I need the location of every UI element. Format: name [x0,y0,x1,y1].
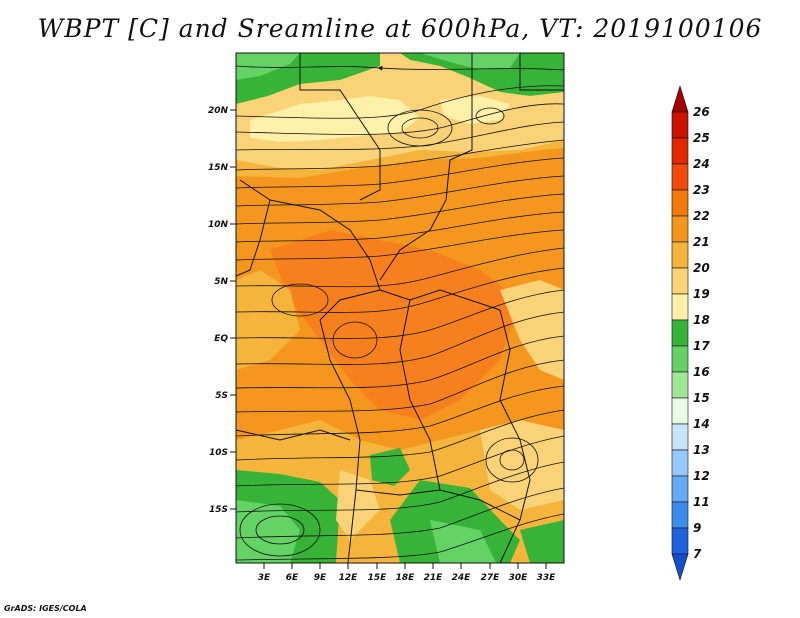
map-title: WBPT [C] and Sreamline at 600hPa, VT: 20… [37,14,763,43]
lat-label: 10S [209,448,228,458]
colorbar-swatch [671,423,689,451]
lon-label: 15E [368,573,388,583]
colorbar-swatch [671,319,689,347]
lon-label: 30E [509,573,529,583]
colorbar-label: 11 [693,495,710,509]
colorbar-swatch [671,397,689,425]
colorbar-swatch [671,527,689,555]
colorbar-label: 23 [693,183,710,197]
lat-label: 15N [208,163,229,173]
colorbar-swatch [671,345,689,373]
lon-label: 3E [258,573,271,583]
colorbar-swatch [671,137,689,165]
colorbar-label: 15 [693,391,710,405]
colorbar-label: 17 [693,339,710,353]
lon-label: 9E [314,573,327,583]
lon-label: 33E [537,573,557,583]
colorbar-label: 25 [693,131,710,145]
colorbar-label: 19 [693,287,710,301]
country-borders [236,53,564,563]
colorbar-swatch [671,501,689,529]
colorbar-swatch [671,475,689,503]
colorbar-swatch [671,449,689,477]
lon-label: 12E [339,573,359,583]
colorbar-label: 20 [693,261,710,275]
colorbar-swatch [671,215,689,243]
colorbar-swatch [671,111,689,139]
colorbar-label: 18 [693,313,710,327]
colorbar-label: 21 [693,235,710,249]
lon-label: 21E [424,573,444,583]
lat-label: 5S [215,391,228,401]
colorbar-label: 24 [693,157,710,171]
colorbar-swatch [671,163,689,191]
lon-label: 24E [452,573,472,583]
lat-label: 5N [214,277,228,287]
lat-label: 15S [209,505,228,515]
lat-label: 10N [208,220,229,230]
colorbar-label: 26 [693,105,710,119]
colorbar-swatch [671,371,689,399]
colorbar-label: 12 [693,469,710,483]
colorbar-swatch [671,553,689,582]
colorbar-label: 9 [693,521,701,535]
colorbar: 26 25 24 23 22 21 20 19 18 17 16 15 14 13 12 11 9 7 [671,84,710,582]
credit-text: GrADS: IGES/COLA [4,604,87,613]
colorbar-swatch [671,189,689,217]
colorbar-label: 14 [693,417,710,431]
colorbar-swatch [671,241,689,269]
wbpt-field [236,53,564,563]
colorbar-swatch [671,293,689,321]
longitude-axis: 3E 6E 9E 12E 15E 18E 21E 24E 27E 30E 33E [258,563,556,583]
colorbar-swatch [671,84,689,113]
lat-label: EQ [214,334,228,344]
lon-label: 27E [481,573,501,583]
colorbar-label: 22 [693,209,710,223]
lat-label: 20N [208,106,229,116]
colorbar-label: 7 [693,547,702,561]
latitude-axis: 20N 15N 10N 5N EQ 5S 10S 15S [208,106,236,515]
colorbar-label: 16 [693,365,710,379]
lon-label: 6E [286,573,299,583]
lon-label: 18E [396,573,416,583]
colorbar-label: 13 [693,443,710,457]
map-frame [235,52,565,564]
colorbar-swatch [671,267,689,295]
